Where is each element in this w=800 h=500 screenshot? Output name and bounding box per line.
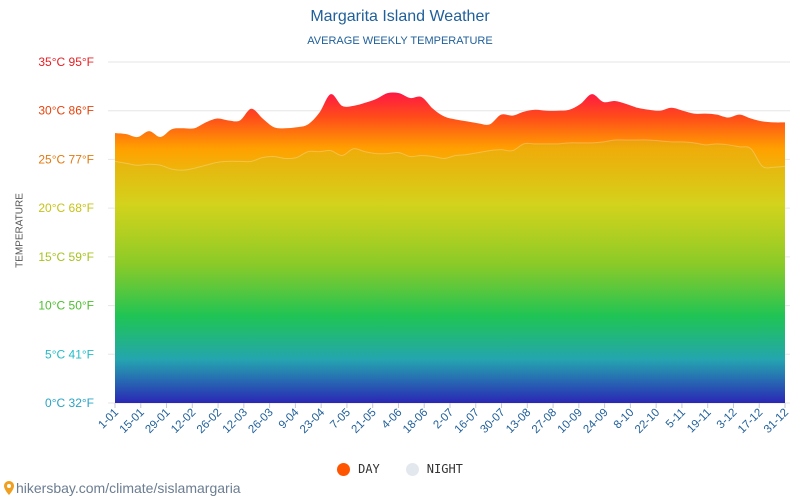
- x-tick-label: 30-07: [478, 407, 507, 436]
- x-tick-label: 26-03: [246, 407, 275, 436]
- legend-item-night[interactable]: NIGHT: [405, 462, 463, 476]
- x-tick-label: 18-06: [401, 407, 430, 436]
- y-tick-label: 30°C 86°F: [38, 104, 94, 118]
- x-tick-label: 24-09: [581, 407, 610, 436]
- x-tick-label: 29-01: [143, 407, 172, 436]
- series-areas: [114, 92, 786, 403]
- map-pin-icon: [4, 481, 14, 495]
- y-tick-label: 20°C 68°F: [38, 201, 94, 215]
- y-tick-label: 35°C 95°F: [38, 55, 94, 69]
- x-tick-label: 17-12: [736, 407, 765, 436]
- source-link[interactable]: hikersbay.com/climate/sislamargaria: [4, 480, 241, 496]
- x-tick-label: 23-04: [298, 406, 328, 436]
- x-tick-label: 21-05: [350, 407, 379, 436]
- x-tick-label: 16-07: [453, 407, 482, 436]
- x-tick-label: 27-08: [530, 407, 559, 436]
- source-url: hikersbay.com/climate/sislamargaria: [16, 480, 241, 496]
- x-tick-label: 22-10: [633, 407, 662, 436]
- legend-day-swatch: [337, 462, 351, 476]
- legend-night-label: NIGHT: [426, 462, 463, 476]
- series-night-area: [115, 139, 785, 403]
- legend-night-swatch: [405, 462, 419, 476]
- y-tick-label: 10°C 50°F: [38, 299, 94, 313]
- y-tick-label: 0°C 32°F: [45, 396, 94, 410]
- x-tick-label: 15-01: [118, 407, 147, 436]
- chart-subtitle: AVERAGE WEEKLY TEMPERATURE: [307, 35, 493, 47]
- legend: DAY NIGHT: [0, 462, 800, 476]
- y-tick-label: 5°C 41°F: [45, 347, 94, 361]
- x-tick-label: 13-08: [504, 407, 533, 436]
- legend-day-label: DAY: [358, 462, 380, 476]
- series-night-line: [114, 139, 786, 171]
- y-tick-label: 15°C 59°F: [38, 250, 94, 264]
- x-tick-label: 12-03: [221, 407, 250, 436]
- x-tick-label: 26-02: [195, 407, 224, 436]
- x-tick-label: 31-12: [762, 407, 791, 436]
- chart-title: Margarita Island Weather: [310, 8, 490, 25]
- x-tick-label: 12-02: [169, 407, 198, 436]
- y-axis-ticks: 0°C 32°F 5°C 41°F 10°C 50°F 15°C 59°F 20°C 6…: [38, 55, 94, 410]
- x-tick-label: 10-09: [556, 407, 585, 436]
- y-tick-label: 25°C 77°F: [38, 152, 94, 166]
- temperature-chart: 0°C 32°F 5°C 41°F 10°C 50°F 15°C 59°F 20°C 6…: [38, 55, 791, 436]
- legend-item-day[interactable]: DAY: [337, 462, 380, 476]
- x-tick-label: 19-11: [685, 407, 714, 436]
